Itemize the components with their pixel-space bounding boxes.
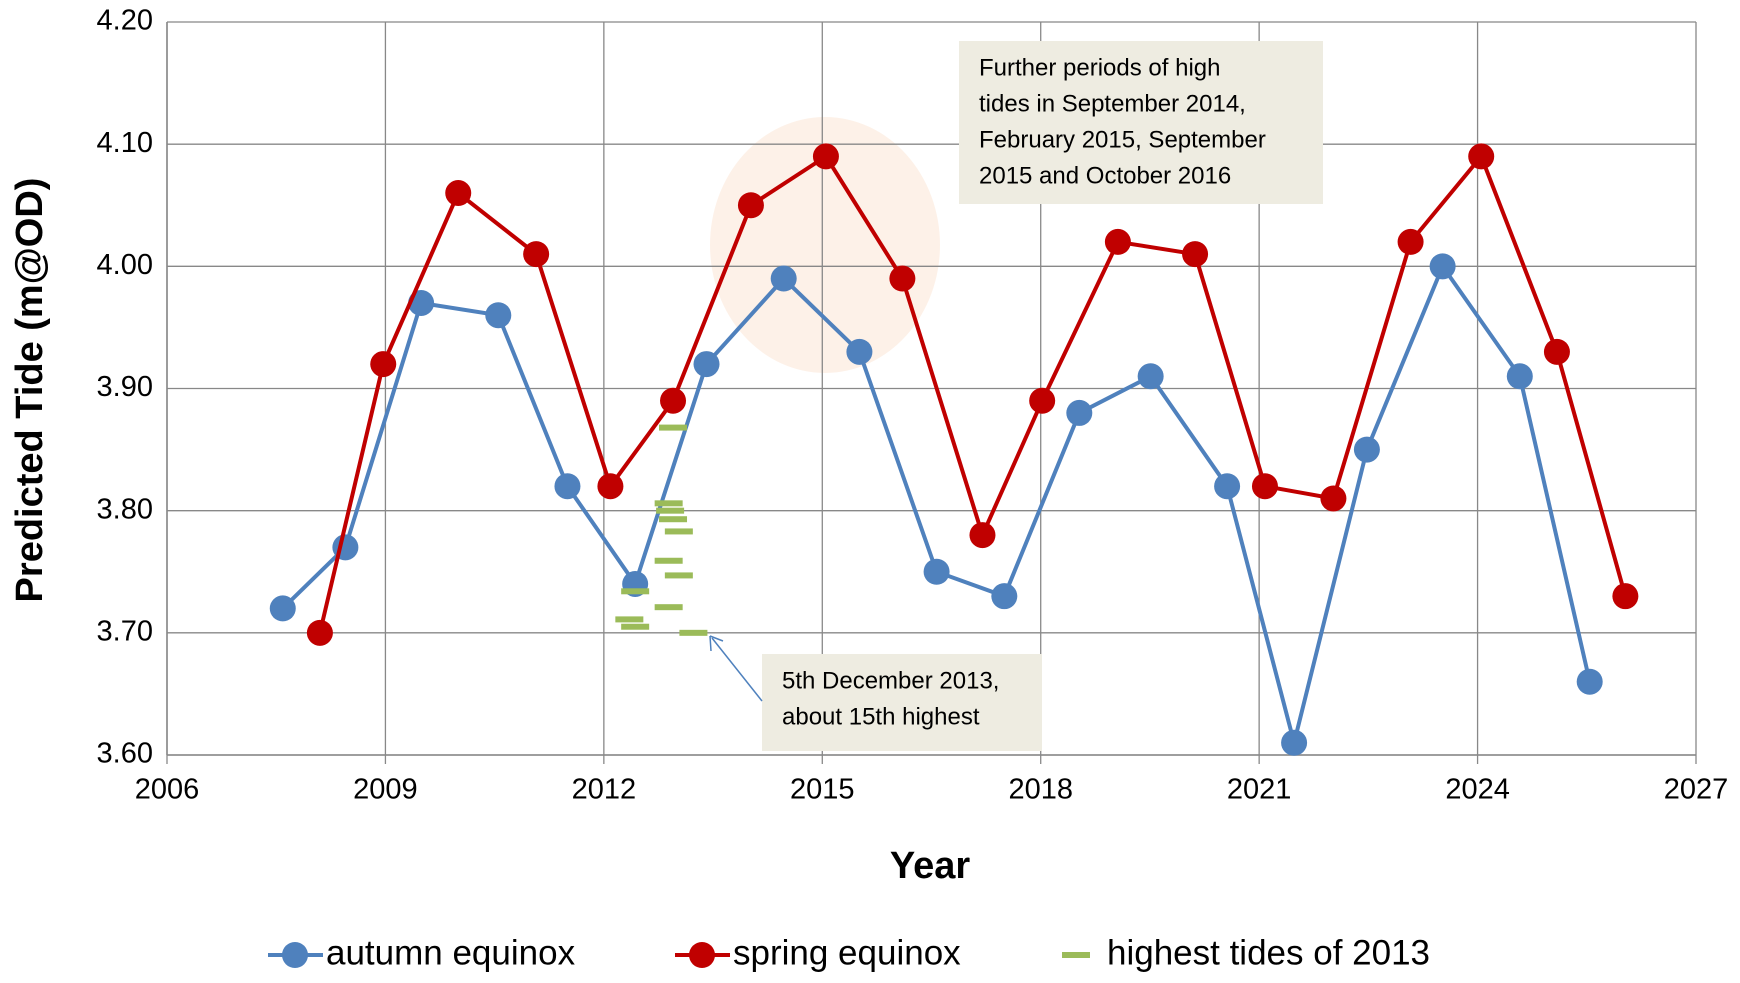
point-marker	[1104, 228, 1131, 255]
point-marker	[1397, 228, 1424, 255]
annotation-arrow	[711, 637, 763, 702]
legend-marker	[689, 942, 715, 968]
point-marker	[1429, 253, 1456, 280]
x-tick-label: 2024	[1445, 774, 1510, 806]
y-axis-title: Predicted Tide (m@OD)	[9, 178, 51, 603]
y-tick-label: 3.70	[97, 615, 153, 647]
point-marker	[485, 302, 512, 329]
dash-marker	[659, 516, 688, 523]
x-tick-label: 2006	[135, 774, 200, 806]
point-marker	[1576, 668, 1603, 695]
annotation-text: February 2015, September	[979, 126, 1266, 153]
point-marker	[1612, 583, 1639, 610]
point-marker	[770, 265, 797, 292]
annotation-text: Further periods of high	[979, 54, 1220, 81]
annotation-text: 2015 and October 2016	[979, 162, 1231, 189]
point-marker	[1543, 338, 1570, 365]
x-axis-title: Year	[890, 845, 971, 887]
annotation-text: about 15th highest	[782, 703, 980, 730]
legend-label: autumn equinox	[326, 933, 576, 972]
legend-label: spring equinox	[733, 933, 961, 972]
annotation-box	[762, 654, 1042, 751]
y-tick-label: 4.10	[97, 127, 153, 159]
point-marker	[370, 351, 397, 378]
point-marker	[306, 619, 333, 646]
annotation-text: tides in September 2014,	[979, 90, 1246, 117]
point-marker	[597, 473, 624, 500]
y-tick-label: 4.00	[97, 249, 153, 281]
point-marker	[1182, 241, 1209, 268]
dash-marker	[656, 507, 685, 514]
y-tick-label: 3.90	[97, 371, 153, 403]
dash-marker	[621, 588, 650, 595]
point-marker	[523, 241, 550, 268]
dash-marker	[615, 616, 644, 623]
annotation-box	[959, 41, 1323, 204]
x-tick-label: 2012	[572, 774, 637, 806]
point-marker	[889, 265, 916, 292]
point-marker	[1251, 473, 1278, 500]
point-marker	[812, 143, 839, 170]
y-tick-label: 4.20	[97, 5, 153, 37]
dash-marker	[621, 623, 650, 630]
highlight-circle	[710, 117, 940, 373]
y-tick-label: 3.80	[97, 493, 153, 525]
point-marker	[269, 595, 296, 622]
point-marker	[1320, 485, 1347, 512]
point-marker	[737, 192, 764, 219]
point-marker	[991, 583, 1018, 610]
annotation-text: 5th December 2013,	[782, 667, 999, 694]
x-tick-label: 2009	[353, 774, 418, 806]
point-marker	[1281, 729, 1308, 756]
x-tick-label: 2027	[1664, 774, 1729, 806]
arrow-head	[709, 635, 724, 652]
x-tick-label: 2015	[790, 774, 855, 806]
point-marker	[554, 473, 581, 500]
x-tick-label: 2021	[1227, 774, 1292, 806]
legend-marker	[1062, 952, 1090, 958]
legend-label: highest tides of 2013	[1107, 933, 1430, 972]
dash-marker	[664, 528, 693, 535]
point-marker	[445, 180, 472, 207]
point-marker	[693, 351, 720, 378]
y-tick-label: 3.60	[97, 738, 153, 770]
point-marker	[1353, 436, 1380, 463]
point-marker	[923, 558, 950, 585]
legend-marker	[282, 942, 308, 968]
point-marker	[1468, 143, 1495, 170]
point-marker	[1506, 363, 1533, 390]
dash-marker	[654, 500, 683, 507]
series-line	[317, 152, 1628, 634]
point-marker	[846, 338, 873, 365]
point-marker	[660, 387, 687, 414]
dash-marker	[654, 604, 683, 611]
dash-marker	[654, 557, 683, 564]
point-marker	[1137, 363, 1164, 390]
point-marker	[1214, 473, 1241, 500]
point-marker	[969, 522, 996, 549]
dash-marker	[664, 572, 693, 579]
dash-marker	[679, 629, 708, 636]
point-marker	[1029, 387, 1056, 414]
point-marker	[1066, 399, 1093, 426]
x-tick-label: 2018	[1008, 774, 1073, 806]
dash-marker	[659, 424, 688, 431]
